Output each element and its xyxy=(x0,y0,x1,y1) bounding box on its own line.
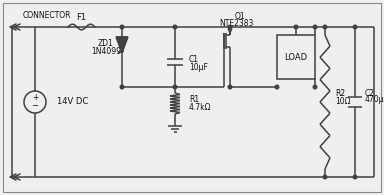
Text: 1N4099: 1N4099 xyxy=(91,46,121,56)
Circle shape xyxy=(173,85,177,89)
Circle shape xyxy=(323,175,327,179)
Text: Q1: Q1 xyxy=(235,12,245,21)
Text: C1: C1 xyxy=(189,56,199,65)
Circle shape xyxy=(120,85,124,89)
Circle shape xyxy=(120,25,124,29)
Text: 470μF: 470μF xyxy=(365,96,384,105)
Circle shape xyxy=(323,25,327,29)
Circle shape xyxy=(353,175,357,179)
Text: +: + xyxy=(32,93,38,103)
Text: −: − xyxy=(31,102,38,111)
Text: 10μF: 10μF xyxy=(189,63,208,72)
Circle shape xyxy=(228,85,232,89)
Text: 4.7kΩ: 4.7kΩ xyxy=(189,103,212,112)
Circle shape xyxy=(294,25,298,29)
Text: NTE2383: NTE2383 xyxy=(219,19,253,27)
Polygon shape xyxy=(116,37,128,53)
Text: F1: F1 xyxy=(76,13,86,22)
Circle shape xyxy=(275,85,279,89)
Text: C2: C2 xyxy=(365,89,375,98)
Text: ZD1: ZD1 xyxy=(98,40,114,49)
Text: LOAD: LOAD xyxy=(285,52,308,61)
Text: 10Ω: 10Ω xyxy=(335,97,351,105)
Circle shape xyxy=(228,25,232,29)
Circle shape xyxy=(313,25,317,29)
Text: 14V DC: 14V DC xyxy=(57,98,88,106)
Text: R2: R2 xyxy=(335,90,345,98)
Circle shape xyxy=(313,85,317,89)
Circle shape xyxy=(353,25,357,29)
Bar xyxy=(277,35,315,79)
Text: R1: R1 xyxy=(189,96,199,105)
Circle shape xyxy=(173,25,177,29)
Text: CONNECTOR: CONNECTOR xyxy=(23,12,71,20)
